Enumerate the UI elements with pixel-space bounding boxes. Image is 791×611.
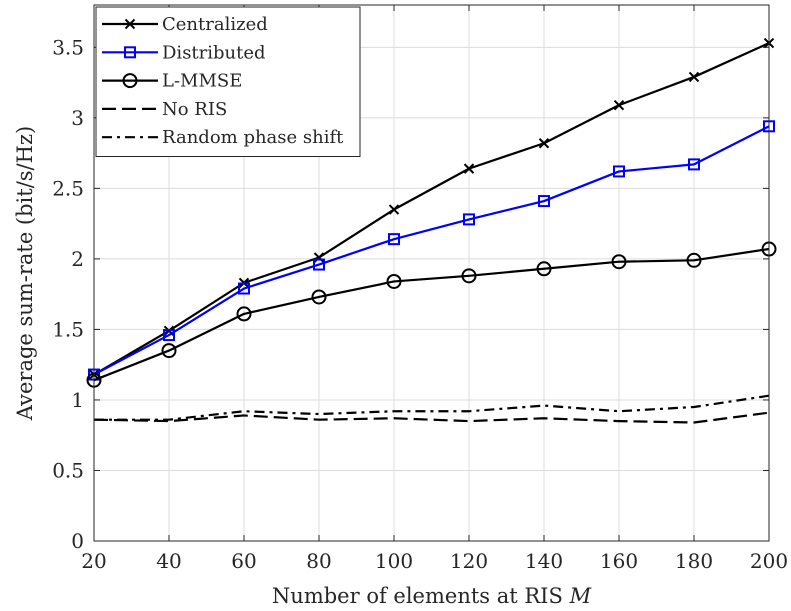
data-point [538,195,550,208]
data-point [313,258,325,271]
legend-marker [122,73,138,89]
x-tick-label: 160 [600,549,638,573]
plot-frame [93,4,770,542]
series-line [93,42,770,376]
plot-area [86,37,777,424]
legend-entry: Random phase shift [102,127,344,148]
legend-label: No RIS [162,99,227,120]
data-point [238,282,250,295]
y-tick-label: 2.5 [52,176,84,200]
y-tick-label: 3 [71,106,84,130]
data-point [613,165,625,178]
data-point [611,254,627,270]
data-point [236,306,252,322]
data-point [688,158,700,171]
legend-entry: L-MMSE [102,71,242,92]
data-point [388,204,400,215]
x-tick-label: 100 [375,549,413,573]
x-tick-label: 40 [156,549,181,573]
y-tick-label: 1.5 [52,317,84,341]
axis-ticks: 20 40 60 80 100 120 140 160 180 200 0 0.5 1 1.5 2 2.5 3 3… [52,5,788,573]
y-tick-label: 2 [71,247,84,271]
series-line [93,247,770,382]
x-axis-label: Number of elements at RIS M [272,584,592,608]
legend-entry: Distributed [102,42,266,63]
data-point [463,163,475,174]
x-tick-label: 200 [750,549,788,573]
x-tick-label: 120 [450,549,488,573]
data-point [613,99,625,111]
legend-box [95,6,361,157]
legend-label: Centralized [162,14,268,35]
data-point [686,252,702,268]
legend-marker [124,18,136,30]
x-tick-label: 180 [675,549,713,573]
data-point [386,273,402,289]
legend-label: Random phase shift [162,127,344,148]
series-line [94,394,770,421]
data-point [388,233,400,246]
legend-marker [124,46,136,59]
x-tick-label: 80 [306,549,331,573]
series-no-ris [93,411,770,424]
series-random-phase-shift [94,394,770,421]
legend-entry: Centralized [102,14,268,35]
data-point [463,213,475,226]
legend-label: Distributed [162,42,266,63]
y-tick-label: 1 [71,388,84,412]
data-point [688,71,700,83]
y-tick-label: 0 [71,529,84,553]
y-tick-label: 3.5 [52,35,84,59]
legend: Centralized Distributed L-MMSE No RIS Random… [95,6,361,157]
x-tick-label: 140 [525,549,563,573]
data-point [461,268,477,284]
data-point [536,261,552,277]
data-point [161,343,177,359]
y-axis-label: Average sum-rate (bit/s/Hz) [13,126,37,421]
x-tick-label: 20 [81,549,106,573]
data-point [538,138,550,149]
legend-entry: No RIS [102,99,227,120]
legend-label: L-MMSE [162,71,242,92]
series-line [93,125,770,376]
data-point [311,289,327,305]
data-point [163,329,175,342]
series-line [93,411,770,424]
x-tick-label: 60 [231,549,256,573]
y-tick-label: 0.5 [52,458,84,482]
